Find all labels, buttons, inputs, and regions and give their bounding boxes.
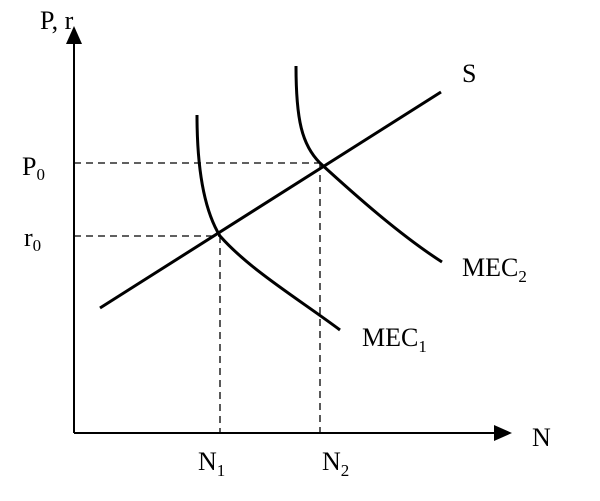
r0-label-base: r bbox=[24, 223, 33, 252]
supply-curve bbox=[99, 90, 442, 310]
n1-label-base: N bbox=[198, 447, 217, 476]
mec2-label: MEC2 bbox=[462, 253, 527, 286]
x-axis-label: N bbox=[532, 423, 551, 452]
r0-label: r0 bbox=[24, 223, 41, 255]
x-axis-arrow-icon bbox=[494, 425, 512, 441]
mec1-label: MEC1 bbox=[362, 323, 427, 356]
y-axis-label: P, r bbox=[40, 6, 74, 35]
n2-label: N2 bbox=[322, 447, 349, 480]
n1-label-sub: 1 bbox=[217, 461, 226, 480]
mec1-label-base: MEC bbox=[362, 323, 418, 352]
mec1-label-sub: 1 bbox=[418, 337, 427, 356]
p0-label-base: P bbox=[22, 152, 36, 181]
n1-label: N1 bbox=[198, 447, 225, 480]
mec2-label-sub: 2 bbox=[518, 267, 527, 286]
mec2-curve bbox=[294, 65, 443, 264]
n2-label-sub: 2 bbox=[341, 461, 350, 480]
mec2-label-base: MEC bbox=[462, 253, 518, 282]
y-axis-arrow-icon bbox=[66, 26, 82, 44]
supply-curve-label: S bbox=[462, 59, 476, 88]
p0-label-sub: 0 bbox=[36, 165, 45, 184]
n2-label-base: N bbox=[322, 447, 341, 476]
r0-label-sub: 0 bbox=[33, 236, 42, 255]
p0-label: P0 bbox=[22, 152, 45, 184]
mec1-curve bbox=[195, 114, 341, 332]
